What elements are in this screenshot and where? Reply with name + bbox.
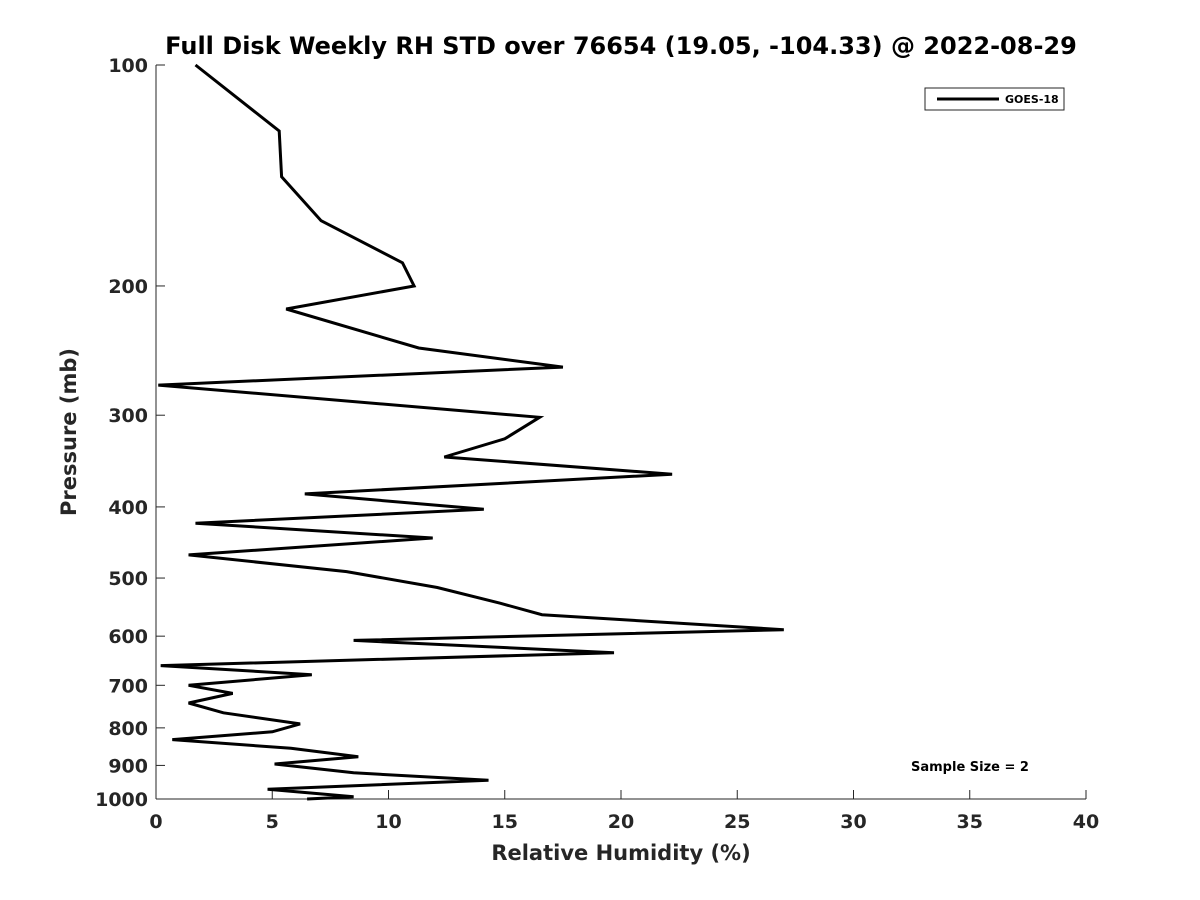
x-tick-label: 15 — [492, 811, 518, 833]
y-tick-label: 400 — [108, 497, 148, 519]
x-tick-label: 5 — [266, 811, 279, 833]
x-axis-label: Relative Humidity (%) — [491, 841, 750, 865]
legend-label-goes-18: GOES-18 — [1005, 93, 1059, 106]
y-tick-label: 900 — [108, 755, 148, 777]
y-tick-label: 100 — [108, 55, 148, 77]
x-tick-label: 20 — [608, 811, 634, 833]
y-tick-label: 1000 — [95, 789, 148, 811]
sample-size-annotation: Sample Size = 2 — [911, 760, 1029, 775]
x-tick-label: 10 — [375, 811, 401, 833]
series-line-goes-18 — [158, 63, 784, 801]
y-tick-label: 500 — [108, 568, 148, 590]
x-tick-label: 40 — [1073, 811, 1099, 833]
chart-title: Full Disk Weekly RH STD over 76654 (19.0… — [165, 32, 1077, 60]
x-tick-label: 35 — [957, 811, 983, 833]
y-axis-label: Pressure (mb) — [57, 348, 81, 516]
x-tick-label: 25 — [724, 811, 750, 833]
y-tick-label: 200 — [108, 276, 148, 298]
series-group — [158, 63, 784, 801]
y-tick-label: 600 — [108, 626, 148, 648]
y-tick-label: 300 — [108, 405, 148, 427]
y-tick-label: 700 — [108, 675, 148, 697]
plot-area: 0 5 10 15 20 25 30 35 40 100 200 300 400 500 600 700 80… — [95, 55, 1099, 833]
y-tick-label: 800 — [108, 718, 148, 740]
x-tick-label: 30 — [840, 811, 866, 833]
x-axis-ticks: 0 5 10 15 20 25 30 35 40 — [149, 790, 1099, 833]
x-tick-label: 0 — [149, 811, 162, 833]
y-axis-ticks: 100 200 300 400 500 600 700 800 900 1000 — [95, 55, 165, 811]
legend: GOES-18 — [924, 87, 1065, 111]
